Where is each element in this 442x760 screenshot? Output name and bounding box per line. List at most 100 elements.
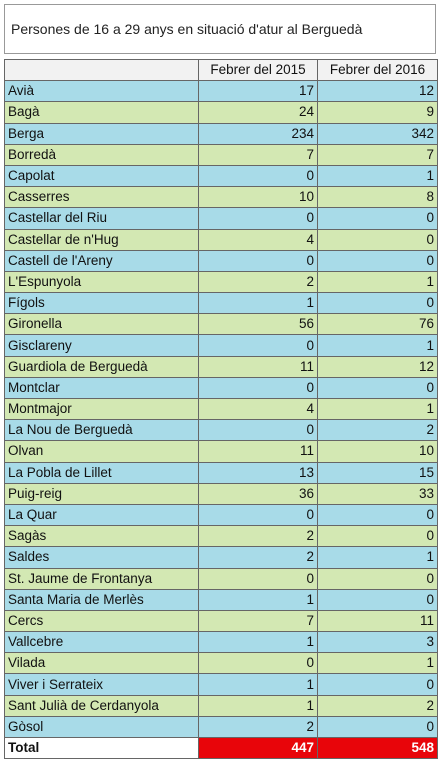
table-row: Fígols 1 0 — [4, 292, 438, 315]
name-cell: Vallcebre — [4, 631, 199, 654]
number-cell: 0 — [198, 376, 318, 400]
name-cell: Castellar del Riu — [4, 207, 199, 230]
table-row: Bagà 24 9 — [4, 101, 438, 124]
number-cell: 0 — [317, 228, 438, 251]
number-cell: 1 — [198, 588, 318, 611]
data-table: Febrer del 2015 Febrer del 2016 Avià 17 12 Ba… — [4, 58, 438, 760]
number-cell: 17 — [198, 80, 318, 103]
number-cell: 11 — [198, 355, 318, 378]
name-cell: La Pobla de Lillet — [4, 461, 199, 484]
number-cell: 1 — [317, 334, 438, 357]
name-cell: Capolat — [4, 164, 199, 188]
table-row: Sant Julià de Cerdanyola 1 2 — [4, 694, 438, 717]
number-cell: 4 — [198, 228, 318, 251]
name-cell: Saldes — [4, 546, 199, 569]
table-row: Puig-reig 36 33 — [4, 482, 438, 505]
number-cell: 0 — [317, 673, 438, 696]
number-cell: 0 — [317, 567, 438, 590]
name-cell: Guardiola de Berguedà — [4, 355, 199, 378]
number-cell: 0 — [317, 588, 438, 611]
number-cell: 12 — [317, 355, 438, 378]
table-row: Casserres 10 8 — [4, 186, 438, 209]
name-cell: Fígols — [4, 292, 199, 315]
table-row: Cercs 7 11 — [4, 609, 438, 633]
total-row: Total 447 548 — [4, 736, 438, 760]
number-cell: 0 — [198, 567, 318, 590]
number-cell: 3 — [317, 631, 438, 654]
table-row: Avià 17 12 — [4, 80, 438, 103]
table-row: La Nou de Berguedà 0 2 — [4, 419, 438, 442]
number-cell: 2 — [198, 270, 318, 294]
total-number: 548 — [317, 736, 438, 760]
table-row: Castellar del Riu 0 0 — [4, 207, 438, 230]
name-cell: Borredà — [4, 143, 199, 166]
number-cell: 0 — [198, 334, 318, 357]
table-row: Guardiola de Berguedà 11 12 — [4, 355, 438, 378]
number-cell: 342 — [317, 122, 438, 145]
number-cell: 7 — [317, 143, 438, 166]
number-cell: 0 — [198, 503, 318, 527]
number-cell: 2 — [317, 419, 438, 442]
name-cell: La Nou de Berguedà — [4, 419, 199, 442]
number-cell: 1 — [317, 270, 438, 294]
number-cell: 0 — [317, 715, 438, 739]
name-cell: Santa Maria de Merlès — [4, 588, 199, 611]
number-cell: 1 — [317, 652, 438, 675]
number-cell: 36 — [198, 482, 318, 505]
number-cell: 0 — [198, 249, 318, 272]
number-cell: 0 — [317, 376, 438, 400]
number-cell: 0 — [317, 292, 438, 315]
number-cell: 1 — [198, 292, 318, 315]
name-cell: Vilada — [4, 652, 199, 675]
number-cell: 1 — [317, 397, 438, 421]
name-cell: Casserres — [4, 186, 199, 209]
name-cell: Castell de l'Areny — [4, 249, 199, 272]
header-row: Febrer del 2015 Febrer del 2016 — [4, 58, 438, 82]
number-cell: 7 — [198, 143, 318, 166]
number-cell: 1 — [317, 546, 438, 569]
number-cell: 2 — [198, 525, 318, 548]
number-cell: 2 — [198, 715, 318, 739]
number-cell: 0 — [198, 652, 318, 675]
number-cell: 0 — [198, 164, 318, 188]
name-cell: Montmajor — [4, 397, 199, 421]
table-row: La Quar 0 0 — [4, 503, 438, 527]
table-row: Olvan 11 10 — [4, 440, 438, 463]
number-cell: 0 — [198, 207, 318, 230]
table-row: Gisclareny 0 1 — [4, 334, 438, 357]
number-cell: 13 — [198, 461, 318, 484]
number-cell: 0 — [198, 419, 318, 442]
name-cell: Berga — [4, 122, 199, 145]
table-row: Gòsol 2 0 — [4, 715, 438, 739]
name-cell: Puig-reig — [4, 482, 199, 505]
name-cell: St. Jaume de Frontanya — [4, 567, 199, 590]
table-row: La Pobla de Lillet 13 15 — [4, 461, 438, 484]
name-cell: Gisclareny — [4, 334, 199, 357]
number-cell: 12 — [317, 80, 438, 103]
number-cell: 4 — [198, 397, 318, 421]
table-row: Vallcebre 1 3 — [4, 631, 438, 654]
name-cell: La Quar — [4, 503, 199, 527]
header-cell: Febrer del 2016 — [317, 58, 438, 82]
table-row: L'Espunyola 2 1 — [4, 270, 438, 294]
number-cell: 0 — [317, 525, 438, 548]
number-cell: 10 — [198, 186, 318, 209]
name-cell: Avià — [4, 80, 199, 103]
number-cell: 0 — [317, 207, 438, 230]
number-cell: 2 — [317, 694, 438, 717]
total-label: Total — [4, 736, 199, 760]
number-cell: 15 — [317, 461, 438, 484]
name-cell: Cercs — [4, 609, 199, 633]
number-cell: 1 — [198, 631, 318, 654]
table-row: Montmajor 4 1 — [4, 397, 438, 421]
table-row: Vilada 0 1 — [4, 652, 438, 675]
number-cell: 11 — [317, 609, 438, 633]
number-cell: 1 — [198, 673, 318, 696]
number-cell: 11 — [198, 440, 318, 463]
number-cell: 9 — [317, 101, 438, 124]
name-cell: Olvan — [4, 440, 199, 463]
header-cell — [4, 58, 199, 82]
table-row: Berga 234 342 — [4, 122, 438, 145]
number-cell: 2 — [198, 546, 318, 569]
